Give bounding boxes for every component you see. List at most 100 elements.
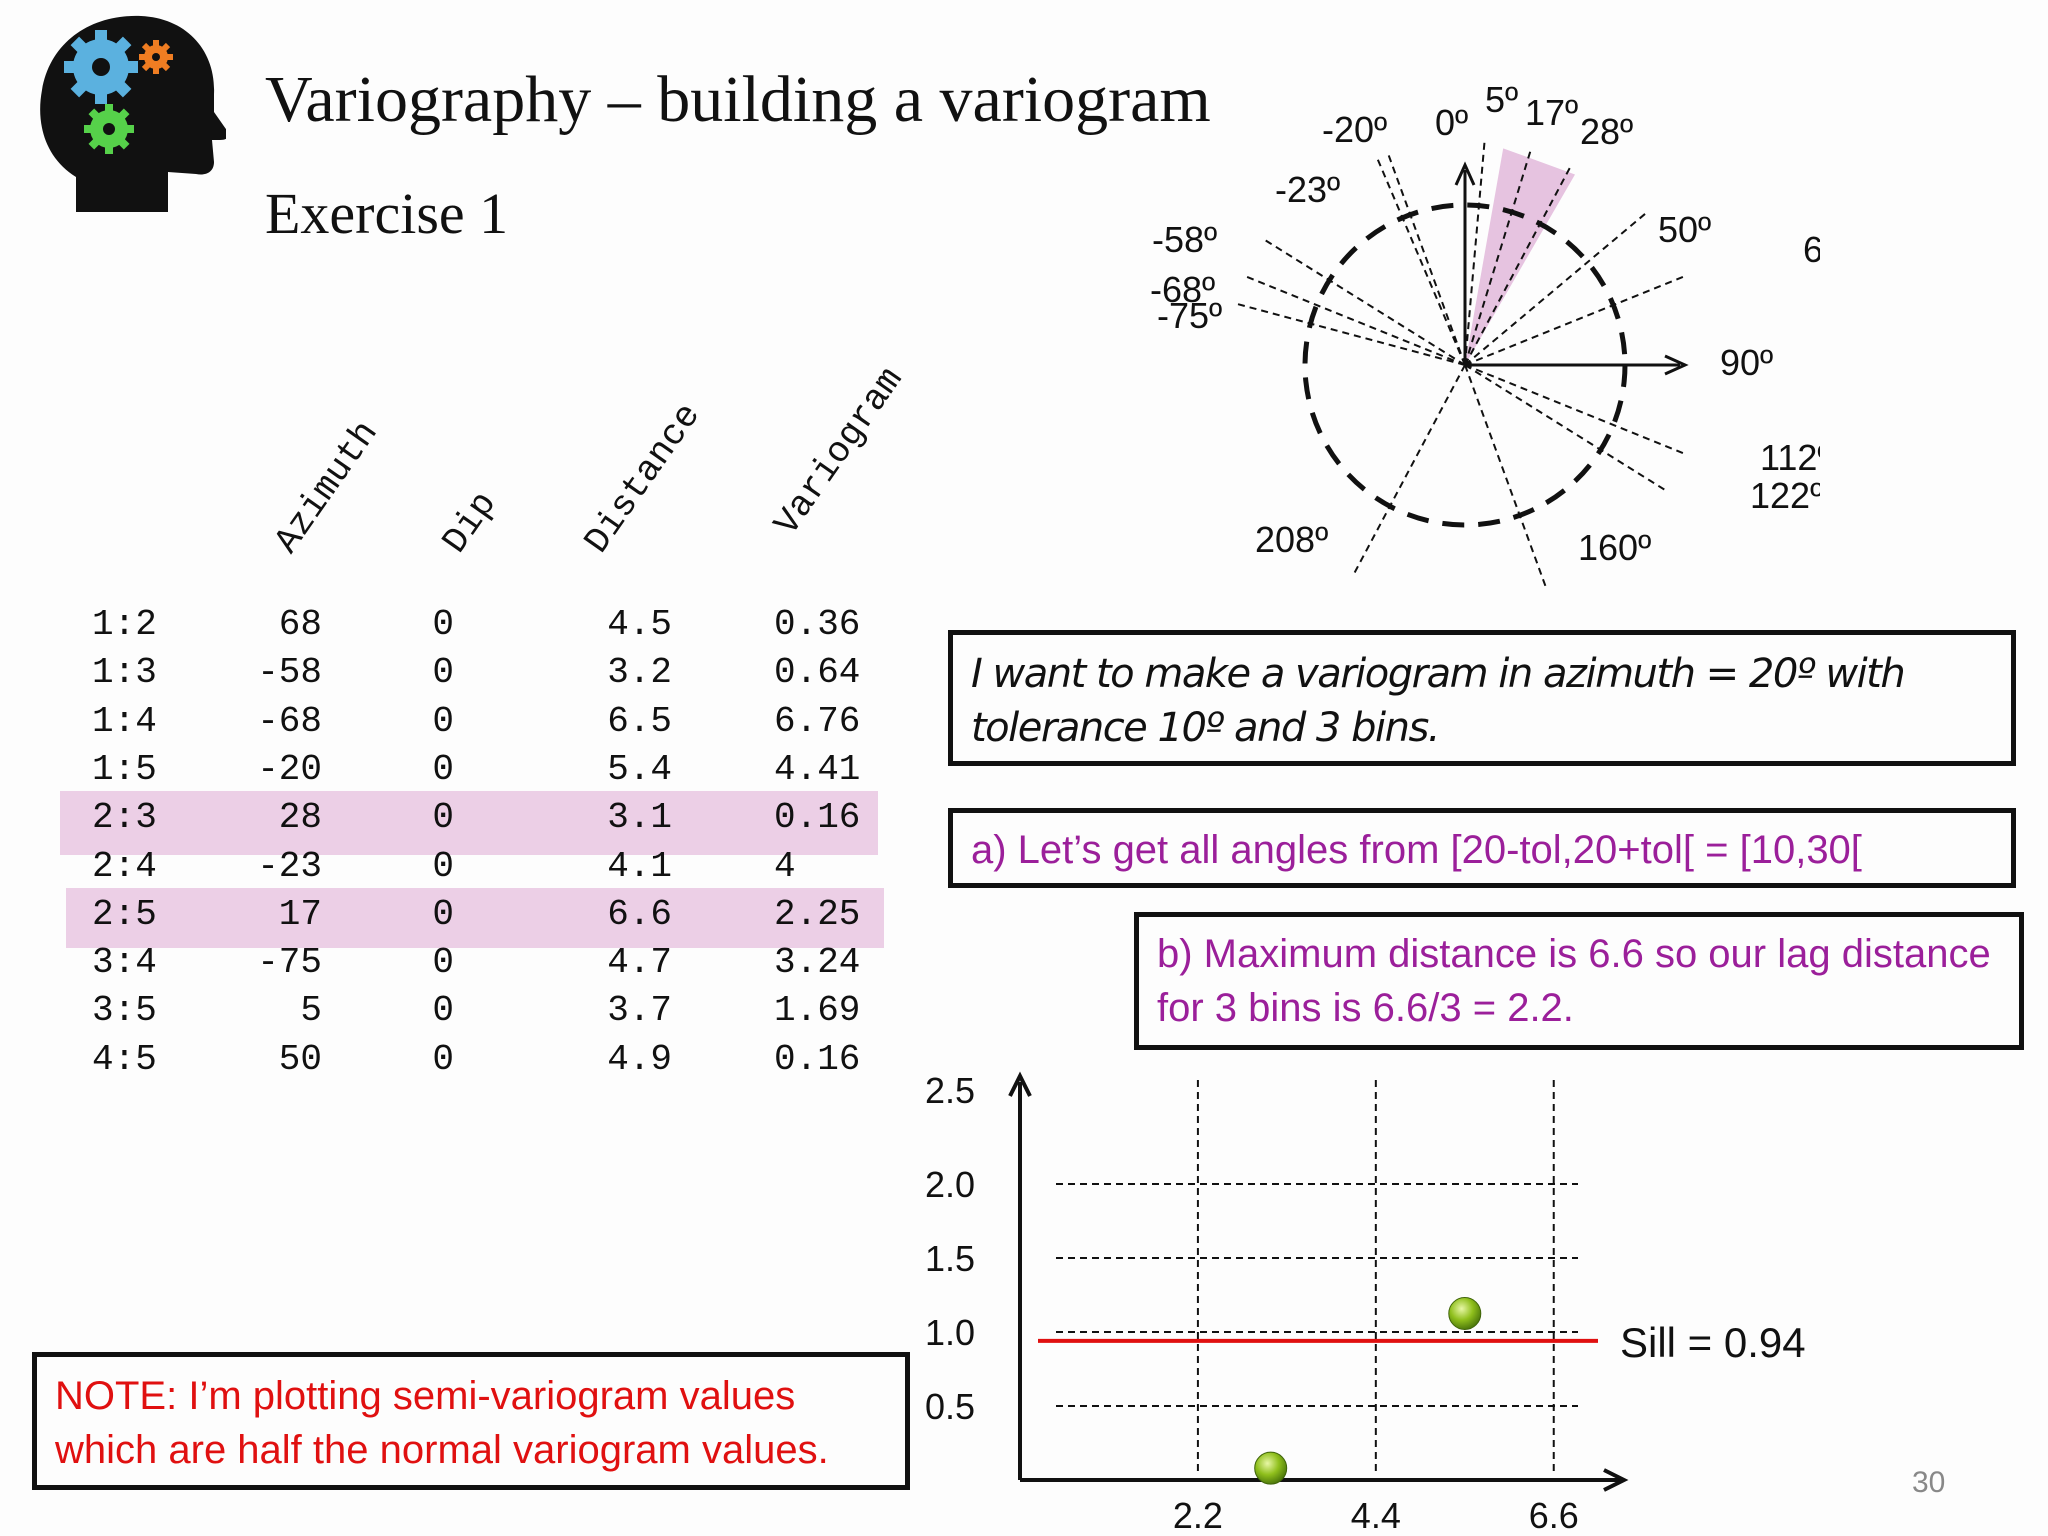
angle-label: 112º	[1760, 437, 1820, 478]
table-cell-pair: 1:4	[92, 700, 157, 742]
table-cell-distance: 3.1	[607, 797, 672, 839]
table-cell-pair: 1:2	[92, 604, 157, 645]
step-a-box: a) Let’s get all angles from [20-tol,20+…	[948, 808, 2016, 888]
angle-label: 28º	[1580, 111, 1633, 152]
angle-label: -58º	[1152, 219, 1217, 260]
angle-label: 5º	[1485, 79, 1518, 120]
page-subtitle: Exercise 1	[265, 181, 509, 246]
angle-label: 122º	[1750, 475, 1820, 516]
x-tick-label: 2.2	[1173, 1495, 1223, 1536]
direction-line	[1387, 153, 1466, 366]
angle-label: 160º	[1578, 527, 1651, 568]
table-cell-pair: 4:5	[92, 1038, 157, 1080]
table-cell-dip: 0	[432, 700, 454, 742]
table-cell-dip: 0	[432, 942, 454, 984]
row-highlight	[60, 791, 878, 856]
table-cell-pair: 2:4	[92, 845, 157, 887]
tolerance-sector	[1465, 148, 1575, 365]
table-header-variogram: Variogram	[766, 360, 912, 543]
table-cell-dip: 0	[432, 797, 454, 839]
angle-label: -23º	[1275, 169, 1340, 210]
table-cell-dip: 0	[432, 990, 454, 1032]
angle-label: 17º	[1525, 92, 1578, 133]
table-cell-azimuth: 28	[278, 797, 322, 839]
table-cell-azimuth: 5	[300, 990, 322, 1032]
table-cell-pair: 1:5	[92, 748, 157, 790]
x-tick-label: 6.6	[1529, 1495, 1579, 1536]
table-cell-pair: 1:3	[92, 652, 157, 694]
angle-label: -68º	[1150, 269, 1215, 310]
angle-label: -75º	[1157, 295, 1222, 336]
table-cell-distance: 4.9	[607, 1038, 672, 1080]
table-cell-distance: 4.7	[607, 942, 672, 984]
north-arrowhead	[1454, 161, 1476, 186]
direction-line	[1242, 274, 1466, 366]
sill-label: Sill = 0.94	[1620, 1319, 1806, 1366]
table-cell-pair: 2:3	[92, 797, 157, 839]
east-arrowhead	[1664, 354, 1689, 376]
y-tick-label: 2.0	[925, 1164, 975, 1205]
table-cell-variogram: 0.64	[774, 652, 861, 694]
direction-line	[1232, 301, 1466, 366]
step-b-text: b) Maximum distance is 6.6 so our lag di…	[1157, 932, 1991, 1030]
y-tick-label: 1.0	[925, 1312, 975, 1353]
table-cell-azimuth: -20	[257, 748, 322, 790]
brain-gears-icon	[40, 15, 226, 212]
table-cell-pair: 3:5	[92, 990, 157, 1032]
angle-label: 90º	[1720, 342, 1773, 383]
x-axis-arrowhead	[1603, 1468, 1629, 1492]
table-cell-variogram: 0.16	[774, 1038, 861, 1080]
table-cell-distance: 5.4	[607, 748, 672, 790]
angle-label: 0º	[1435, 102, 1468, 143]
angle-label: 50º	[1658, 209, 1711, 250]
direction-line	[1464, 140, 1486, 366]
direction-line	[1351, 364, 1466, 578]
table-cell-variogram: 4	[774, 845, 796, 887]
y-axis-arrowhead	[1008, 1071, 1032, 1097]
table-cell-dip: 0	[432, 652, 454, 694]
table-cell-variogram: 0.16	[774, 797, 861, 839]
table-cell-variogram: 4.41	[774, 748, 861, 790]
table-cell-azimuth: 17	[278, 893, 322, 935]
angle-label: 208º	[1255, 519, 1328, 560]
table-cell-distance: 3.7	[607, 990, 672, 1032]
table-cell-dip: 0	[432, 893, 454, 935]
table-cell-distance: 3.2	[607, 652, 672, 694]
page-number: 30	[1912, 1466, 1946, 1499]
table-cell-variogram: 3.24	[774, 942, 861, 984]
table-cell-dip: 0	[432, 604, 454, 645]
table-cell-dip: 0	[432, 1038, 454, 1080]
x-tick-label: 4.4	[1351, 1495, 1401, 1536]
table-cell-azimuth: -23	[257, 845, 322, 887]
direction-line	[1464, 364, 1548, 590]
data-point	[1254, 1451, 1288, 1485]
table-cell-variogram: 1.69	[774, 990, 861, 1032]
direction-line	[1260, 236, 1466, 366]
note-box: NOTE: I’m plotting semi-variogram values…	[32, 1352, 910, 1490]
semivariogram-chart: 0.5 1.0 1.5 2.0 2.5 2.2 4.4 6.6 Sill = 0.94	[925, 1070, 1806, 1536]
page-title: Variography – building a variogram	[265, 63, 1211, 136]
angle-label: 68º	[1803, 229, 1820, 270]
table-cell-variogram: 0.36	[774, 604, 861, 645]
table-cell-dip: 0	[432, 845, 454, 887]
y-tick-label: 1.5	[925, 1238, 975, 1279]
direction-line	[1464, 274, 1688, 366]
table-cell-variogram: 2.25	[774, 893, 861, 935]
intro-text: I want to make a variogram in azimuth = …	[971, 651, 1906, 751]
table-cell-distance: 6.5	[607, 700, 672, 742]
angle-label: -20º	[1322, 109, 1387, 150]
table-header-azimuth: Azimuth	[266, 413, 387, 561]
table-cell-azimuth: 68	[278, 604, 322, 645]
table-header-dip: Dip	[434, 484, 506, 561]
row-highlight	[66, 887, 884, 948]
intro-box: I want to make a variogram in azimuth = …	[948, 630, 2016, 766]
step-b-box: b) Maximum distance is 6.6 so our lag di…	[1134, 912, 2024, 1050]
note-text: NOTE: I’m plotting semi-variogram values…	[55, 1374, 829, 1472]
table-cell-pair: 3:4	[92, 942, 157, 984]
table-cell-distance: 4.1	[607, 845, 672, 887]
table-cell-variogram: 6.76	[774, 700, 861, 742]
table-cell-distance: 4.5	[607, 604, 672, 645]
table-cell-azimuth: 50	[278, 1038, 322, 1080]
table-cell-dip: 0	[432, 748, 454, 790]
